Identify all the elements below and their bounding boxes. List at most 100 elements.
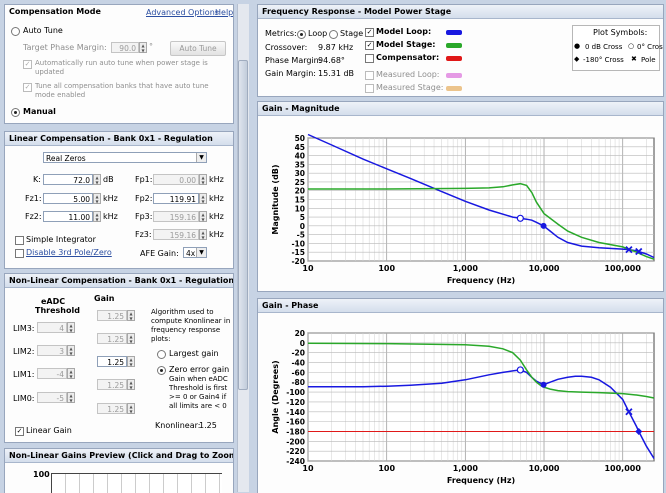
auto-tune-radio[interactable] <box>11 27 20 36</box>
center-gain-input[interactable]: 1.25 <box>97 356 127 367</box>
k-label: K: <box>33 175 41 184</box>
magnitude-chart[interactable]: 10 100 1,000 10,000 100,00050454035302520151… <box>258 116 663 291</box>
metrics-stage-radio[interactable] <box>329 30 338 39</box>
preview-plot-area[interactable] <box>51 473 222 493</box>
compensation-mode-header: Compensation Mode <box>5 5 233 18</box>
fp1-spinner[interactable]: ▲ ▼ <box>199 174 207 185</box>
manual-radio[interactable] <box>11 108 20 117</box>
algo-text-line3: frequency response <box>151 326 221 334</box>
fp2-input[interactable]: 119.91 <box>153 193 199 204</box>
lim3-threshold-spinner[interactable]: ▲ ▼ <box>67 322 75 333</box>
lim1-label: LIM1: <box>13 370 35 379</box>
manual-label: Manual <box>23 107 56 116</box>
target-phase-margin-input[interactable]: 90.0 <box>111 42 139 53</box>
fz3-spinner[interactable]: ▲ ▼ <box>199 229 207 240</box>
gain-margin-label: Gain Margin: <box>265 69 316 78</box>
magnitude-panel: Gain - Magnitude 10 100 1,000 10,000 100,000… <box>257 101 664 292</box>
measured-stage-checkbox[interactable] <box>365 84 374 93</box>
compensator-checkbox[interactable] <box>365 54 374 63</box>
target-phase-margin-spinner[interactable]: ▲ ▼ <box>139 42 147 53</box>
auto-tune-button[interactable]: Auto Tune <box>170 41 226 56</box>
y-tick-label: -80 <box>291 378 305 387</box>
x-axis-label: Frequency (Hz) <box>447 276 515 285</box>
lim0-threshold-spinner[interactable]: ▲ ▼ <box>67 392 75 403</box>
lim1-threshold-input[interactable]: -4 <box>37 368 67 379</box>
fz3-input[interactable]: 159.16 <box>153 229 199 240</box>
y-tick-label: -5 <box>297 231 305 240</box>
fz2-input[interactable]: 11.00 <box>43 211 93 222</box>
sym-pole-label: Pole <box>641 56 656 64</box>
metrics-loop-radio[interactable] <box>297 30 306 39</box>
model-loop-checkbox[interactable]: ✓ <box>365 28 374 37</box>
lim3-threshold-input[interactable]: 4 <box>37 322 67 333</box>
fz2-unit: kHz <box>103 212 118 221</box>
eadc-header-line1: eADC <box>41 297 66 306</box>
zero-cross-marker <box>516 214 524 222</box>
zero-cross-marker <box>516 366 524 374</box>
linear-compensation-title: Linear Compensation - Bank 0x1 - Regulat… <box>9 134 213 143</box>
frequency-response-header: Frequency Response - Model Power Stage <box>258 5 663 19</box>
tune-all-line1: Tune all compensation banks that have au… <box>35 82 209 90</box>
phase-chart[interactable]: 10 100 1,000 10,000 100,000200-20-40-60-80-1… <box>258 313 663 493</box>
afe-gain-select[interactable]: 4x ▼ <box>183 247 207 258</box>
disable-third-pole-checkbox[interactable] <box>15 249 24 258</box>
center-gain-spinner[interactable]: ▲ ▼ <box>127 356 135 367</box>
fz2-spinner[interactable]: ▲ ▼ <box>93 211 101 222</box>
fp1-unit: kHz <box>209 175 224 184</box>
y-tick-label: 20 <box>295 187 305 196</box>
simple-integrator-checkbox[interactable] <box>15 236 24 245</box>
model-stage-checkbox[interactable]: ✓ <box>365 41 374 50</box>
x-tick-label: 100,000 <box>604 464 641 473</box>
plot-area[interactable] <box>307 332 655 462</box>
help-link[interactable]: Help <box>215 8 234 17</box>
linear-gain-checkbox[interactable]: ✓ <box>15 427 24 436</box>
measured-loop-swatch <box>446 73 462 78</box>
y-tick-label: 25 <box>295 178 305 187</box>
plot-symbols-title: Plot Symbols: <box>593 28 648 37</box>
x-mark-icon: ✖ <box>631 55 637 63</box>
fz1-input[interactable]: 5.00 <box>43 193 93 204</box>
advanced-options-link[interactable]: Advanced Options <box>146 8 219 17</box>
lim1-gain-input[interactable]: 1.25 <box>97 379 127 390</box>
left-scrollbar-thumb[interactable] <box>238 60 248 390</box>
compensation-mode-title: Compensation Mode <box>9 7 101 16</box>
lim0-gain-input[interactable]: 1.25 <box>97 403 127 414</box>
series-line-1 <box>308 182 655 260</box>
lim3-gain-input[interactable]: 1.25 <box>97 333 127 344</box>
knonlinear-value: 1.25 <box>199 421 217 430</box>
y-tick-label: -220 <box>286 447 305 456</box>
fp2-spinner[interactable]: ▲ ▼ <box>199 193 207 204</box>
zero-error-gain-radio[interactable] <box>157 366 166 375</box>
model-loop-swatch <box>446 30 462 35</box>
lim1-gain-spinner[interactable]: ▲ ▼ <box>127 379 135 390</box>
k-input[interactable]: 72.0 <box>43 174 93 185</box>
largest-gain-radio[interactable] <box>157 350 166 359</box>
lim2-threshold-spinner[interactable]: ▲ ▼ <box>67 345 75 356</box>
compensator-swatch <box>446 56 462 61</box>
x-tick-label: 100,000 <box>604 264 641 273</box>
tune-all-checkbox[interactable]: ✓ <box>23 83 32 92</box>
auto-tune-label: Auto Tune <box>23 26 63 35</box>
lim1-threshold-spinner[interactable]: ▲ ▼ <box>67 368 75 379</box>
gain-top-spinner[interactable]: ▲ ▼ <box>127 310 135 321</box>
lim0-threshold-input[interactable]: -5 <box>37 392 67 403</box>
zero-mode-select[interactable]: Real Zeros ▼ <box>43 152 207 163</box>
disable-third-pole-label[interactable]: Disable 3rd Pole/Zero <box>26 248 112 257</box>
lim3-gain-spinner[interactable]: ▲ ▼ <box>127 333 135 344</box>
fp1-input[interactable]: 0.00 <box>153 174 199 185</box>
lim3-label: LIM3: <box>13 324 35 333</box>
measured-loop-checkbox[interactable] <box>365 71 374 80</box>
x-tick-label: 1,000 <box>453 264 479 273</box>
x-tick-label: 1,000 <box>453 464 479 473</box>
nonlinear-gains-preview-panel[interactable]: Non-Linear Gains Preview (Click and Drag… <box>4 448 234 493</box>
largest-gain-label: Largest gain <box>169 349 219 358</box>
auto-run-checkbox[interactable]: ✓ <box>23 60 32 69</box>
lim2-threshold-input[interactable]: 3 <box>37 345 67 356</box>
lim0-gain-spinner[interactable]: ▲ ▼ <box>127 403 135 414</box>
fz1-spinner[interactable]: ▲ ▼ <box>93 193 101 204</box>
simple-integrator-label: Simple Integrator <box>26 235 96 244</box>
fp3-input[interactable]: 159.16 <box>153 211 199 222</box>
gain-top-input[interactable]: 1.25 <box>97 310 127 321</box>
k-spinner[interactable]: ▲ ▼ <box>93 174 101 185</box>
fp3-spinner[interactable]: ▲ ▼ <box>199 211 207 222</box>
